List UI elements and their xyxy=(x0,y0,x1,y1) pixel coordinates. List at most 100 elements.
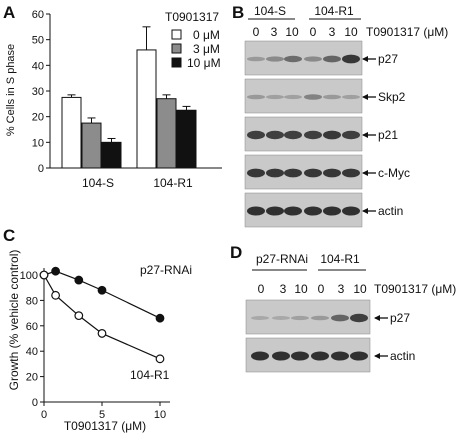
panel-d-dose-label: 10 xyxy=(353,282,367,296)
panel-c-series-label-p27-rnai: p27-RNAi xyxy=(140,263,192,277)
panel-d-blots: p27 actin xyxy=(245,299,415,373)
panel-d-dose-label: 0 xyxy=(258,282,265,296)
panel-b-band-c-myc xyxy=(342,168,360,178)
point-p27-rnai xyxy=(155,313,165,323)
point-104-r1 xyxy=(74,311,84,321)
panel-c-tick-labels: 0 20 40 60 80 100 0 5 10 xyxy=(20,270,166,421)
panel-d-group-label-p27-rnai: p27-RNAi xyxy=(256,252,308,266)
panel-a-category-label-104-s: 104-S xyxy=(82,176,114,190)
panel-a-tick-label: 40 xyxy=(32,60,44,72)
point-p27-rnai xyxy=(97,285,107,295)
panel-b-band-c-myc xyxy=(266,168,284,178)
panel-b-group-label-104-s: 104-S xyxy=(254,4,286,18)
panel-b-arrow-head-p27 xyxy=(362,56,368,62)
panel-c-x-tick-label: 0 xyxy=(41,409,47,421)
panel-b-band-actin xyxy=(342,206,360,216)
point-104-r1 xyxy=(39,270,49,280)
panel-b-band-skp2 xyxy=(284,94,302,100)
panel-d-group-label-104-r1: 104-R1 xyxy=(320,252,360,266)
panel-b-blots: p27 Skp2 p21 c-Myc actin xyxy=(244,40,410,228)
bar-104-s-3-m xyxy=(81,122,102,169)
panel-d-arrow-head-actin xyxy=(374,353,380,359)
bar-104-r1-0-m xyxy=(136,49,157,169)
panel-b: B 104-S 104-R1 0 3 10 0 3 10 T0901317 (μM) p2… xyxy=(232,3,448,228)
panel-d-blot-label-p27: p27 xyxy=(390,311,410,325)
panel-d-band-actin xyxy=(272,351,290,361)
panel-c-series-label-104-r1: 104-R1 xyxy=(130,368,170,382)
panel-b-band-actin xyxy=(266,206,284,216)
legend-label-10um: 10 μM xyxy=(187,56,221,70)
point-p27-rnai xyxy=(51,266,60,276)
panel-c-y-tick-label: 40 xyxy=(26,346,38,358)
panel-d-band-actin xyxy=(311,351,329,361)
panel-c-x-tick-label: 10 xyxy=(154,409,166,421)
point-104-r1 xyxy=(51,290,60,300)
panel-b-dose-label: 0 xyxy=(253,25,260,39)
panel-a-y-axis-label: % Cells in S phase xyxy=(5,44,17,136)
panel-c-x-tick-label: 5 xyxy=(99,409,105,421)
panel-d-treatment-label: T0901317 (μM) xyxy=(374,282,456,296)
legend-swatch-10um xyxy=(171,57,182,68)
panel-d-band-p27 xyxy=(251,316,269,320)
panel-b-arrow-head-skp2 xyxy=(362,94,368,100)
panel-b-band-actin xyxy=(247,206,265,216)
panel-b-dose-label: 3 xyxy=(329,25,336,39)
panel-d-dose-label: 0 xyxy=(318,282,325,296)
panel-d-band-p27 xyxy=(350,313,368,323)
panel-c-y-tick-label: 80 xyxy=(26,295,38,307)
panel-d-dose-label: 3 xyxy=(280,282,287,296)
panel-b-blot-label-p27: p27 xyxy=(378,52,398,66)
bar-104-r1-10-m xyxy=(176,109,197,169)
panel-b-band-p21 xyxy=(342,130,360,140)
panel-d-band-p27 xyxy=(311,315,329,321)
legend-title: T0901317 xyxy=(165,10,219,24)
panel-b-group-label-104-r1: 104-R1 xyxy=(314,4,354,18)
panel-d: D p27-RNAi 104-R1 0 3 10 0 3 10 T0901317 (μM)… xyxy=(230,243,456,373)
panel-d-band-actin xyxy=(251,351,269,361)
panel-a-category-label-104-r1: 104-R1 xyxy=(153,176,193,190)
panel-b-dose-label: 10 xyxy=(285,25,299,39)
panel-b-dose-label: 3 xyxy=(271,25,278,39)
panel-c-series xyxy=(39,266,165,364)
panel-c-y-tick-label: 20 xyxy=(26,372,38,384)
panel-d-band-p27 xyxy=(272,316,290,320)
panel-b-band-skp2 xyxy=(323,94,341,100)
panel-a-tick-label: 50 xyxy=(32,35,44,47)
panel-b-blot-label-skp2: Skp2 xyxy=(378,90,406,104)
bar-104-s-0-m xyxy=(61,96,82,169)
panel-b-band-skp2 xyxy=(247,94,265,100)
panel-b-band-c-myc xyxy=(284,168,302,178)
panel-c-y-tick-label: 100 xyxy=(20,270,38,282)
panel-a-tick-label: 20 xyxy=(32,112,44,124)
panel-b-dose-labels: 0 3 10 0 3 10 xyxy=(253,25,358,39)
panel-a-tick-label: 30 xyxy=(32,86,44,98)
panel-a-tick-label: 10 xyxy=(32,137,44,149)
panel-a: A % Cells in S phase 0 10 20 30 40 50 60 104-S… xyxy=(3,3,222,190)
panel-b-band-skp2 xyxy=(342,94,360,100)
panel-d-dose-label: 10 xyxy=(294,282,308,296)
panel-c-y-axis-label: Growth (% vehicle control) xyxy=(7,250,21,391)
panel-b-blot-skp2 xyxy=(244,78,363,114)
panel-b-blot-label-actin: actin xyxy=(378,204,403,218)
panel-b-band-p27 xyxy=(304,56,322,62)
panel-d-arrow-head-p27 xyxy=(374,315,380,321)
panel-b-band-p27 xyxy=(247,56,265,62)
panel-c-y-tick-label: 60 xyxy=(26,321,38,333)
point-104-r1 xyxy=(97,329,107,338)
panel-d-band-actin xyxy=(350,351,368,361)
panel-b-arrow-head-actin xyxy=(362,208,368,214)
panel-d-blot-label-actin: actin xyxy=(390,349,415,363)
panel-b-band-actin xyxy=(284,206,302,216)
panel-a-tick-labels: 0 10 20 30 40 50 60 xyxy=(32,9,50,175)
panel-b-band-p27 xyxy=(266,56,284,62)
point-p27-rnai xyxy=(74,275,84,285)
panel-b-band-actin xyxy=(304,206,322,216)
panel-b-band-p21 xyxy=(323,130,341,140)
panel-a-letter: A xyxy=(3,3,15,22)
panel-b-dose-label: 0 xyxy=(310,25,317,39)
panel-c-letter: C xyxy=(3,226,15,245)
panel-b-blot-label-p21: p21 xyxy=(378,128,398,142)
legend-label-0um: 0 μM xyxy=(193,28,220,42)
bar-104-s-10-m xyxy=(101,141,122,169)
